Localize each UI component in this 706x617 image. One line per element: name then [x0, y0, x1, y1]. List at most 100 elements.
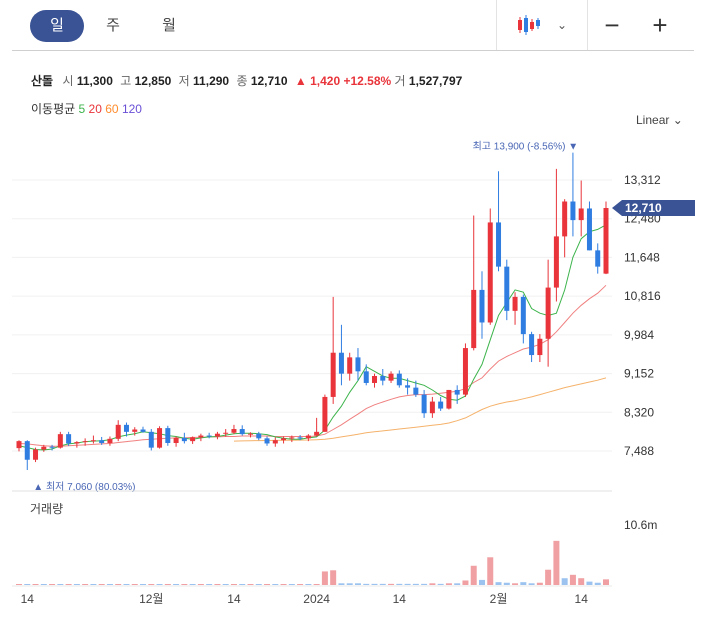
price-summary: 산돌 시 11,300 고 12,850 저 11,290 종 12,710 ▲…: [31, 72, 466, 89]
volume-bar: [594, 582, 601, 585]
candle-body: [281, 438, 287, 441]
chart-controls: ⌄ − +: [496, 0, 684, 50]
candle-body: [107, 438, 113, 443]
y-tick-label: 7,488: [624, 444, 654, 458]
volume-bar: [445, 583, 452, 585]
candle-body: [239, 429, 245, 435]
y-tick-label: 11,648: [624, 250, 660, 264]
candle-body: [99, 440, 105, 443]
tab-monthly[interactable]: 월: [162, 17, 176, 34]
volume-label: 거: [394, 74, 406, 88]
volume-bar: [470, 565, 477, 585]
volume-bar: [603, 579, 609, 585]
candle-body: [562, 201, 568, 237]
candle-body: [438, 401, 444, 409]
zoom-out-button[interactable]: −: [604, 9, 620, 40]
volume-bar: [40, 584, 47, 585]
volume-bar: [495, 582, 502, 585]
candle-body: [338, 352, 344, 374]
volume-bar: [363, 583, 370, 585]
chart-type-selector[interactable]: ⌄: [496, 0, 588, 50]
max-price-annotation: 최고 13,900 (-8.56%) ▼: [473, 141, 579, 153]
stock-name: 산돌: [31, 74, 54, 88]
candle-body: [529, 334, 535, 356]
ma20-line: [18, 284, 607, 447]
candle-body: [74, 442, 80, 444]
candle-body: [380, 375, 386, 381]
moving-average-legend[interactable]: 이동평균 5 20 60 120: [31, 100, 142, 117]
volume-bar: [545, 569, 552, 585]
candle-body: [157, 428, 163, 448]
x-tick-label: 2024: [303, 592, 330, 606]
ma-label: 이동평균: [31, 102, 76, 116]
low-value: 11,290: [193, 74, 230, 88]
candle-body: [314, 431, 320, 436]
candle-body: [330, 352, 336, 397]
volume-bar: [164, 584, 171, 585]
candle-body: [289, 437, 295, 439]
volume-bar: [214, 584, 221, 585]
candle-body: [471, 289, 477, 349]
scale-selector[interactable]: Linear ⌄: [636, 113, 683, 127]
volume-bar: [578, 578, 585, 585]
change-value: ▲ 1,420: [294, 74, 341, 88]
volume-bar: [264, 584, 271, 585]
period-tabs: 일 주 월: [30, 10, 196, 42]
volume-bar: [140, 584, 147, 585]
ma20-legend: 20: [88, 102, 102, 116]
volume-bar: [379, 583, 386, 585]
volume-bar: [553, 540, 560, 585]
volume-bar: [371, 583, 378, 585]
candle-body: [41, 446, 47, 450]
tab-weekly[interactable]: 주: [106, 17, 120, 34]
ma120-legend: 120: [121, 102, 142, 116]
low-label: 저: [178, 74, 190, 88]
scale-label: Linear: [636, 113, 670, 127]
volume-bar: [388, 583, 395, 585]
candle-body: [504, 266, 510, 311]
x-tick-label: 14: [393, 592, 407, 606]
volume-bar: [131, 584, 138, 585]
volume-bar: [421, 583, 428, 585]
volume-bar: [313, 584, 320, 585]
candle-body: [405, 385, 411, 388]
volume-bar: [503, 582, 510, 585]
candle-body: [421, 394, 427, 414]
volume-bar: [106, 584, 113, 585]
candle-body: [57, 434, 63, 448]
candle-body: [24, 441, 30, 460]
candle-body: [206, 435, 212, 437]
tab-daily[interactable]: 일: [30, 10, 84, 42]
candle-body: [231, 429, 237, 433]
candle-body: [355, 357, 361, 372]
candle-body: [181, 437, 187, 442]
volume-bar: [206, 584, 213, 585]
open-label: 시: [62, 74, 74, 88]
volume-bar: [148, 584, 155, 585]
candle-body: [272, 440, 278, 444]
volume-bar: [520, 582, 527, 585]
volume-bar: [156, 584, 163, 585]
candle-body: [578, 208, 584, 221]
change-percent: +12.58%: [343, 74, 392, 88]
volume-bar: [65, 584, 72, 585]
zoom-in-button[interactable]: +: [652, 9, 668, 40]
volume-bar: [181, 584, 188, 585]
candle-body: [140, 429, 146, 432]
candle-body: [454, 389, 460, 395]
x-tick-label: 14: [21, 592, 35, 606]
volume-bar: [73, 584, 80, 585]
volume-bar: [330, 570, 337, 585]
volume-bar: [297, 584, 304, 585]
volume-bar: [272, 584, 279, 585]
candle-body: [347, 357, 353, 374]
candle-body: [115, 424, 121, 439]
ma5-line: [18, 224, 607, 451]
volume-bar: [24, 584, 31, 585]
candle-body: [247, 433, 253, 435]
x-tick-label: 12월: [139, 592, 163, 606]
volume-bar: [288, 584, 295, 585]
candle-body: [165, 428, 171, 443]
volume-bar: [189, 584, 196, 585]
